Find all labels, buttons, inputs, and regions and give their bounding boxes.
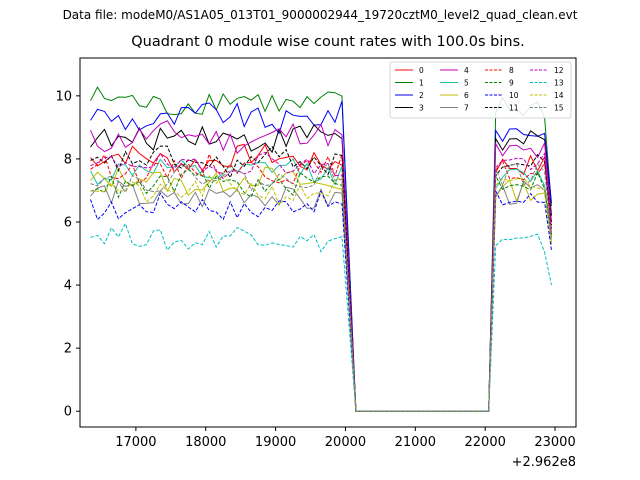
figure-suptitle: Data file: modeM0/AS1A05_013T01_90000029… (62, 8, 578, 22)
y-tick-label: 10 (55, 89, 72, 104)
legend-label: 2 (419, 91, 424, 100)
x-tick-label: 19000 (255, 435, 296, 450)
x-tick-label: 20000 (325, 435, 366, 450)
legend-label: 9 (509, 78, 514, 87)
legend-label: 6 (464, 91, 469, 100)
plot-frame (79, 57, 577, 428)
legend-label: 8 (509, 66, 514, 75)
series-line-9 (90, 168, 552, 412)
x-tick-label: 22000 (465, 435, 506, 450)
x-tick-label: 17000 (115, 435, 156, 450)
legend-label: 15 (554, 103, 564, 112)
legend-label: 0 (419, 66, 424, 75)
series-line-2 (90, 100, 552, 412)
series-line-1 (90, 86, 552, 412)
legend-label: 7 (464, 103, 469, 112)
chart-title: Quadrant 0 module wise count rates with … (131, 34, 525, 50)
legend-label: 10 (509, 91, 519, 100)
x-axis: 17000 18000 19000 20000 21000 22000 23000 (115, 427, 576, 450)
legend-label: 1 (419, 78, 424, 87)
y-tick-label: 2 (64, 342, 72, 357)
y-axis: 0 2 4 6 8 10 (55, 89, 80, 420)
series-line-4 (90, 120, 552, 412)
series-line-12 (90, 151, 552, 412)
legend-label: 5 (464, 78, 469, 87)
legend-box (389, 61, 572, 119)
x-offset-label: +2.962e8 (512, 455, 576, 470)
x-tick-label: 23000 (534, 435, 575, 450)
legend-label: 14 (554, 91, 564, 100)
series-line-5 (90, 158, 552, 412)
legend-label: 12 (554, 66, 564, 75)
legend-label: 3 (419, 103, 424, 112)
y-tick-label: 8 (64, 152, 72, 167)
x-tick-label: 18000 (185, 435, 226, 450)
legend-label: 4 (464, 66, 469, 75)
series-line-11 (90, 145, 552, 412)
series-layer (90, 86, 552, 412)
series-line-10 (90, 189, 552, 412)
series-line-7 (90, 180, 552, 412)
x-tick-label: 21000 (395, 435, 436, 450)
series-line-13 (90, 222, 552, 412)
series-line-14 (90, 174, 552, 412)
series-line-15 (90, 163, 552, 412)
y-tick-label: 4 (64, 279, 72, 294)
series-line-3 (90, 124, 552, 412)
y-tick-label: 0 (64, 405, 72, 420)
legend-label: 13 (554, 78, 564, 87)
series-line-6 (90, 166, 552, 412)
y-tick-label: 6 (64, 216, 72, 231)
legend-label: 11 (509, 103, 519, 112)
